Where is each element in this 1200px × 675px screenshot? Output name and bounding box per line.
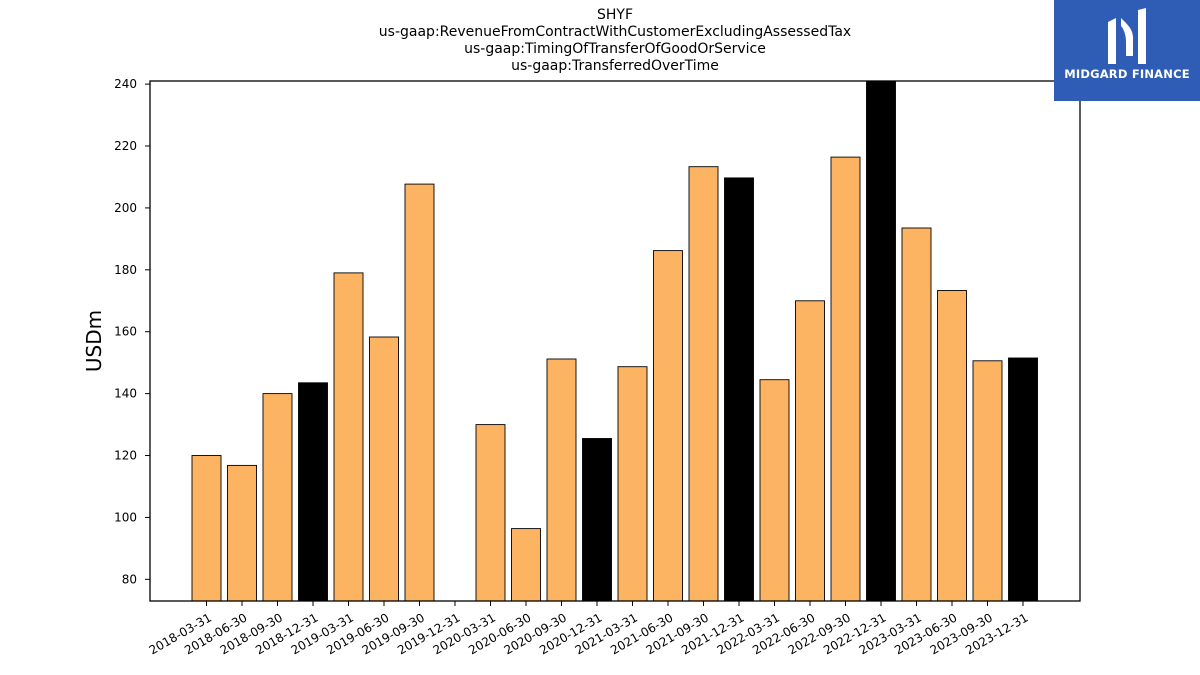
- brand-name: MIDGARD FINANCE: [1064, 67, 1190, 81]
- chart-title-line-axis: us-gaap:TimingOfTransferOfGoodOrService: [464, 41, 766, 57]
- chart-title: SHYF us-gaap:RevenueFromContractWithCust…: [150, 7, 1080, 75]
- bar-2021-06-30: [653, 250, 683, 602]
- y-tick-label-140: 140: [114, 387, 137, 401]
- bar-2018-06-30: [227, 464, 257, 602]
- y-tick-label-120: 120: [114, 449, 137, 463]
- y-axis-label: USDm: [82, 310, 106, 372]
- bar-2021-03-31: [617, 366, 648, 602]
- y-tick-label-200: 200: [114, 201, 137, 215]
- plot-frame: [149, 80, 1081, 602]
- bar-2019-06-30: [369, 336, 399, 602]
- chart-title-line-ticker: SHYF: [596, 7, 634, 23]
- x-axis: 2018-03-312018-06-302018-09-302018-12-31…: [147, 601, 1031, 657]
- bar-2023-09-30: [972, 360, 1003, 602]
- bar-2023-12-31: [1008, 357, 1038, 602]
- bar-2023-06-30: [937, 290, 967, 602]
- brand-logo: MIDGARD FINANCE: [1054, 0, 1200, 101]
- bar-2018-09-30: [262, 393, 293, 602]
- bar-2022-03-31: [759, 379, 790, 602]
- y-tick-label-220: 220: [114, 139, 137, 153]
- bar-2022-09-30: [830, 156, 861, 602]
- bar-2018-12-31: [298, 382, 328, 602]
- chart-title-line-member: us-gaap:TransferredOverTime: [511, 58, 719, 74]
- bar-2020-09-30: [546, 358, 577, 602]
- bar-2022-12-31: [866, 80, 896, 602]
- y-tick-label-80: 80: [122, 572, 137, 586]
- y-tick-label-180: 180: [114, 263, 137, 277]
- y-tick-label-100: 100: [114, 510, 137, 524]
- bar-2020-06-30: [511, 528, 541, 602]
- bar-2022-06-30: [795, 300, 825, 602]
- bar-2018-03-31: [191, 455, 222, 602]
- bar-2019-09-30: [404, 183, 435, 602]
- bar-2023-03-31: [901, 227, 932, 602]
- bar-2021-09-30: [688, 166, 719, 602]
- bar-2020-03-31: [475, 424, 506, 602]
- y-axis: 80 100 120 140 160 180 200 220 240: [114, 77, 150, 586]
- bars-group: [191, 80, 1038, 602]
- midgard-logo-icon: [1108, 8, 1146, 64]
- y-tick-label-240: 240: [114, 77, 137, 91]
- y-tick-label-160: 160: [114, 325, 137, 339]
- bar-2020-12-31: [582, 438, 612, 602]
- bar-2019-03-31: [333, 272, 364, 602]
- chart-title-line-concept: us-gaap:RevenueFromContractWithCustomerE…: [378, 24, 852, 40]
- bar-2021-12-31: [724, 177, 754, 602]
